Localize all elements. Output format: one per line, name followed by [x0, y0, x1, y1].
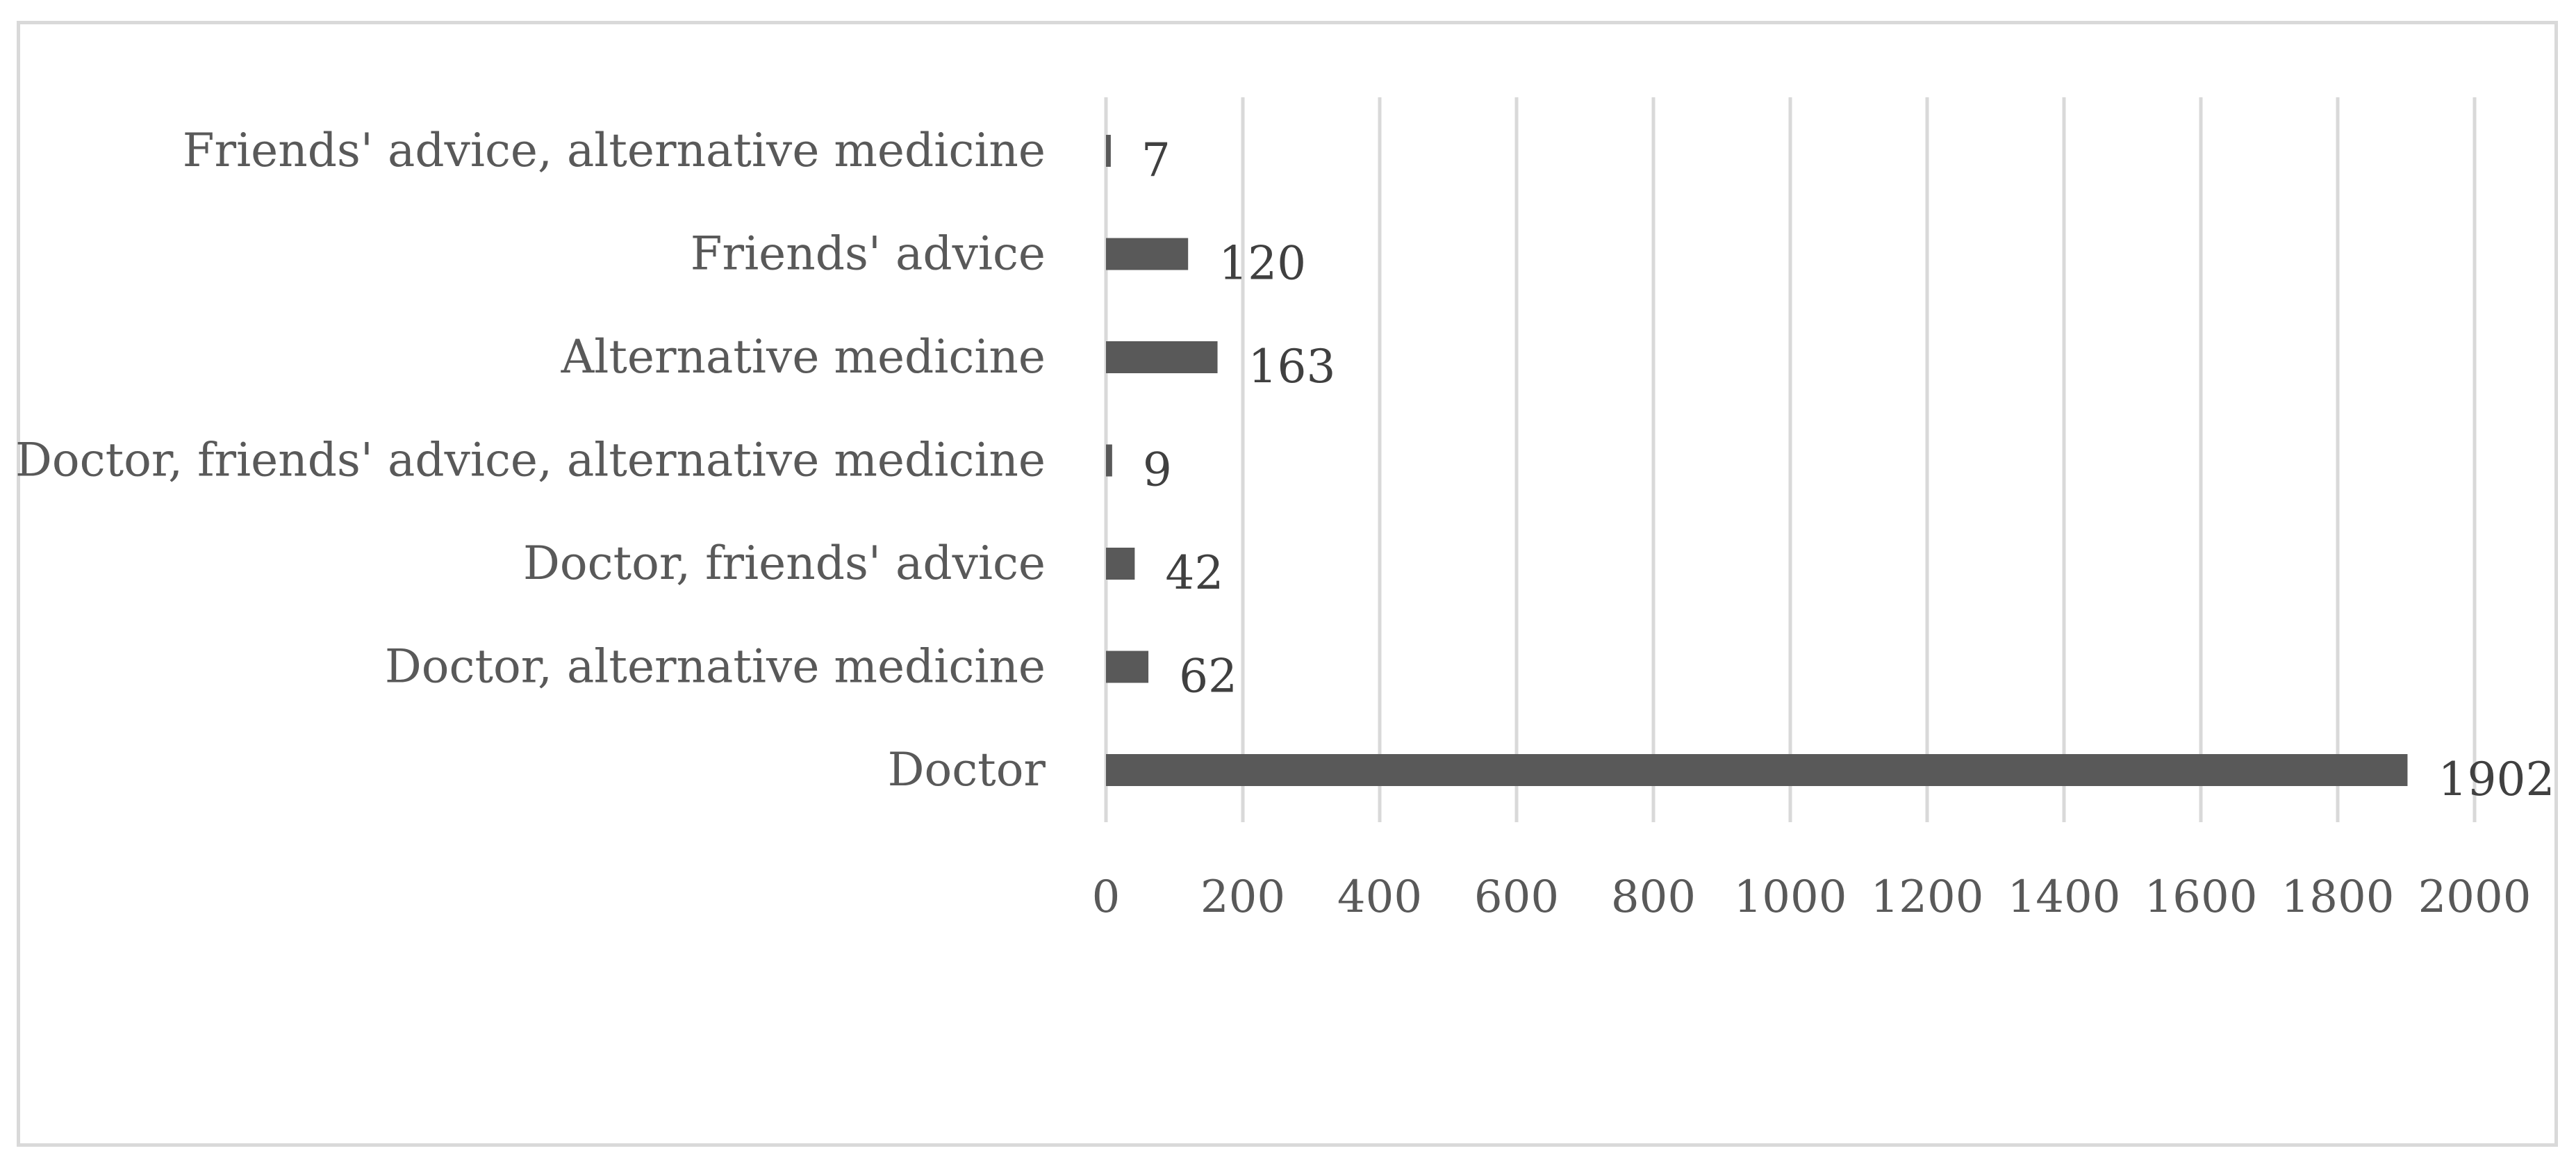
category-label: Friends' advice [691, 227, 1046, 281]
category-labels: Doctor Doctor, alternative medicine Doctor… [15, 124, 1046, 796]
category-label: Doctor, alternative medicine [385, 640, 1046, 694]
gridlines [1104, 97, 2477, 822]
bar [1106, 548, 1135, 580]
x-tick-label: 800 [1611, 872, 1696, 923]
data-label: 9 [1143, 443, 1172, 497]
data-label: 1902 [2438, 753, 2554, 806]
data-label: 120 [1219, 237, 1306, 291]
category-label: Alternative medicine [561, 330, 1046, 384]
data-label: 163 [1248, 340, 1336, 393]
bar [1106, 444, 1112, 477]
bar [1106, 651, 1149, 683]
bar [1106, 238, 1189, 270]
bar [1106, 135, 1111, 167]
x-tick-label: 200 [1200, 872, 1285, 923]
x-tick-label: 2000 [2418, 872, 2532, 923]
category-label: Friends' advice, alternative medicine [183, 124, 1046, 177]
bar [1106, 341, 1218, 373]
x-tick-label: 1400 [2008, 872, 2121, 923]
x-tick-label: 600 [1474, 872, 1559, 923]
category-label: Doctor, friends' advice, alternative med… [15, 434, 1046, 487]
data-label: 7 [1141, 133, 1171, 187]
x-tick-label: 1000 [1734, 872, 1847, 923]
category-label: Doctor, friends' advice [523, 537, 1046, 590]
x-tick-label: 400 [1337, 872, 1422, 923]
x-tick-label: 1600 [2145, 872, 2258, 923]
bars [1106, 135, 2408, 786]
chart-frame [17, 21, 2558, 1147]
x-tick-label: 1800 [2281, 872, 2395, 923]
data-label: 42 [1165, 546, 1223, 600]
category-label: Doctor [888, 743, 1046, 796]
bar [1106, 754, 2408, 786]
x-tick-label: 0 [1092, 872, 1121, 923]
x-axis-ticks: 0 200 400 600 800 1000 1200 1400 1600 1800 2000 [1092, 872, 2532, 923]
data-labels: 1902 62 42 9 163 120 7 [1141, 133, 2555, 806]
x-tick-label: 1200 [1871, 872, 1984, 923]
data-label: 62 [1179, 650, 1237, 703]
